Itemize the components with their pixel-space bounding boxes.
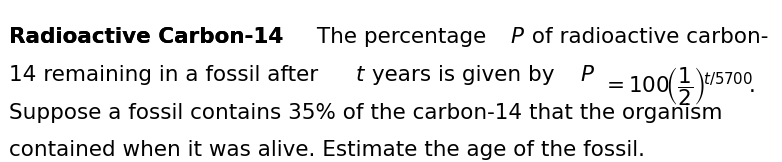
Text: Radioactive Carbon-14: Radioactive Carbon-14 (9, 27, 284, 47)
Text: The percentage: The percentage (310, 27, 493, 47)
Text: Radioactive Carbon-14: Radioactive Carbon-14 (9, 27, 284, 47)
Text: of radioactive carbon-: of radioactive carbon- (525, 27, 768, 47)
Text: 14 remaining in a fossil after: 14 remaining in a fossil after (9, 65, 325, 85)
Text: Suppose a fossil contains 35% of the carbon-14 that the organism: Suppose a fossil contains 35% of the car… (9, 103, 723, 123)
Text: $= 100\!\left(\dfrac{1}{2}\right)^{\!t/5700}\!.$: $= 100\!\left(\dfrac{1}{2}\right)^{\!t/5… (594, 65, 755, 108)
Text: P: P (580, 65, 594, 85)
Text: P: P (511, 27, 524, 47)
Text: contained when it was alive. Estimate the age of the fossil.: contained when it was alive. Estimate th… (9, 140, 645, 160)
Text: years is given by: years is given by (365, 65, 561, 85)
Text: t: t (356, 65, 364, 85)
